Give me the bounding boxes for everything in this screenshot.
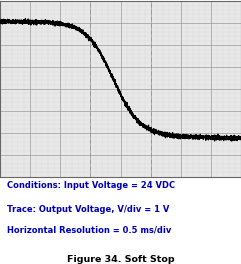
Text: Horizontal Resolution = 0.5 ms/div: Horizontal Resolution = 0.5 ms/div: [7, 226, 172, 235]
Text: Trace: Output Voltage, V/div = 1 V: Trace: Output Voltage, V/div = 1 V: [7, 205, 170, 214]
Text: Figure 34. Soft Stop: Figure 34. Soft Stop: [67, 255, 174, 264]
Text: Conditions: Input Voltage = 24 VDC: Conditions: Input Voltage = 24 VDC: [7, 181, 175, 190]
